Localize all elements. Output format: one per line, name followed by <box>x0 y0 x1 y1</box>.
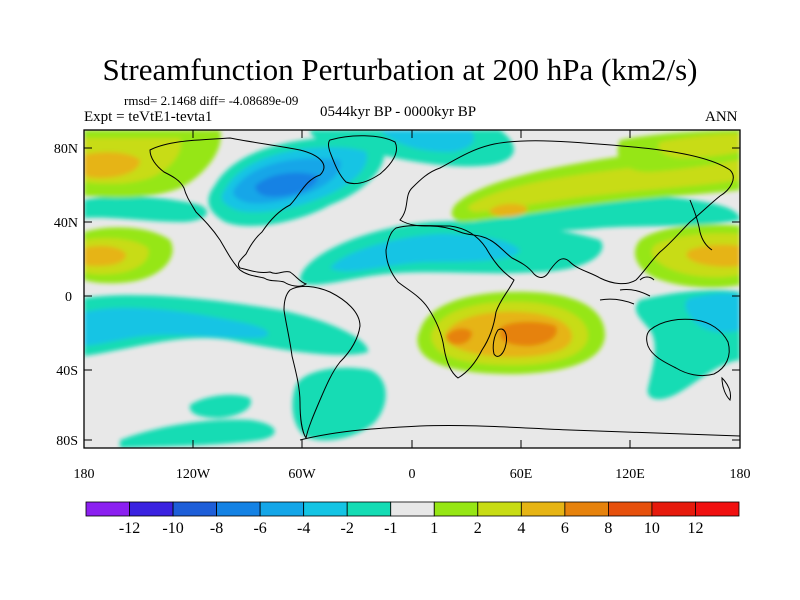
colorbar-swatch <box>303 501 348 517</box>
coastline-africa <box>385 225 515 379</box>
axis-ticks <box>84 130 740 448</box>
coastline-north-america <box>149 137 325 287</box>
colorbar-label: 8 <box>604 520 612 537</box>
colorbar-label: 1 <box>430 520 438 537</box>
x-tick-label: 120W <box>176 467 211 482</box>
coastline-south-america <box>283 285 361 440</box>
colorbar-swatch <box>564 501 609 517</box>
x-tick-label: 180 <box>74 467 95 482</box>
colorbar-swatch <box>433 501 479 517</box>
colorbar-label: -10 <box>162 520 183 537</box>
contour-neg-arctic-inner <box>380 130 474 152</box>
colorbar-label: -1 <box>384 520 397 537</box>
contour-pos-south-indian-core <box>500 321 557 346</box>
x-tick-label: 0 <box>409 467 416 482</box>
coastline-greenland <box>328 135 397 185</box>
colorbar-label: 12 <box>687 520 703 537</box>
contour-pos-northeast-asia-inner <box>658 134 740 158</box>
coastline-antarctica <box>299 424 740 441</box>
y-tick-label: 40N <box>54 216 78 231</box>
experiment-label: Expt = teVtE1-tevta1 <box>84 109 213 125</box>
x-tick-label: 180 <box>730 467 751 482</box>
colorbar-label: 4 <box>517 520 525 537</box>
contour-neg-south-indian-inner <box>685 293 740 333</box>
colorbar-swatch <box>259 501 305 517</box>
contour-fills <box>84 130 740 448</box>
y-tick-label: 0 <box>65 290 72 305</box>
colorbar-swatch <box>129 501 174 517</box>
colorbar-label: -8 <box>210 520 223 537</box>
contour-pos-asia-north-inner <box>467 158 740 212</box>
contour-neg-south-pacific-inner <box>84 307 269 346</box>
colorbar-swatch <box>172 501 218 517</box>
plot-title: Streamfunction Perturbation at 200 hPa (… <box>102 52 698 87</box>
contour-pos-north-pacific-core <box>84 152 140 178</box>
colorbar-label: -2 <box>341 520 354 537</box>
x-tick-label: 60E <box>510 467 533 482</box>
x-tick-label: 120E <box>615 467 645 482</box>
colorbar-label: 6 <box>561 520 569 537</box>
contour-neg-southern-ocean-2 <box>189 394 251 418</box>
contour-neg-tropical-atlantic-inner <box>330 234 520 272</box>
coastline-australia <box>646 318 730 377</box>
contour-pos-west-pacific-right-core <box>686 244 740 267</box>
colorbar-swatch <box>608 501 653 517</box>
time-period-label: 0544kyr BP - 0000kyr BP <box>320 104 477 120</box>
contour-neg-central-pacific <box>84 196 208 222</box>
season-label: ANN <box>705 109 738 125</box>
coastline-new-zealand <box>721 376 731 401</box>
colorbar-label: -4 <box>297 520 310 537</box>
colorbar-swatch <box>695 501 740 517</box>
colorbar-label: -12 <box>119 520 140 537</box>
contour-pos-asia-north-core <box>489 203 528 217</box>
colorbar-swatch <box>85 501 130 517</box>
coastline-madagascar <box>492 328 507 357</box>
colorbar-swatch <box>390 501 435 517</box>
coastline-indonesia <box>599 276 655 305</box>
colorbar-swatch <box>216 501 261 517</box>
colorbar-labels: -12 -10 -8 -6 -4 -2 -1 1 2 4 6 8 10 12 <box>119 520 704 537</box>
coastlines <box>149 135 740 441</box>
colorbar-label: -6 <box>253 520 266 537</box>
x-tick-label: 60W <box>288 467 316 482</box>
coastline-japan <box>689 199 713 251</box>
colorbar-swatch <box>346 501 392 517</box>
colorbar-swatch <box>651 501 696 517</box>
contour-neg-southern-ocean <box>120 419 275 448</box>
y-tick-label: 80N <box>54 142 78 157</box>
rmsd-diff-stats: rmsd= 2.1468 diff= -4.08689e-09 <box>124 93 299 108</box>
contour-neg-south-atlantic <box>292 367 386 441</box>
contour-neg-north-atlantic-core <box>255 172 318 197</box>
coastline-eurasia <box>399 140 734 285</box>
colorbar-label: 2 <box>474 520 482 537</box>
colorbar-swatch <box>477 501 522 517</box>
contour-pos-south-indian-core-2 <box>446 328 472 345</box>
colorbar <box>85 501 740 517</box>
y-tick-label: 40S <box>56 364 78 379</box>
colorbar-swatch <box>520 501 566 517</box>
colorbar-label: 10 <box>644 520 660 537</box>
contour-pos-west-pacific-left-core <box>84 246 126 266</box>
y-tick-label: 80S <box>56 434 78 449</box>
